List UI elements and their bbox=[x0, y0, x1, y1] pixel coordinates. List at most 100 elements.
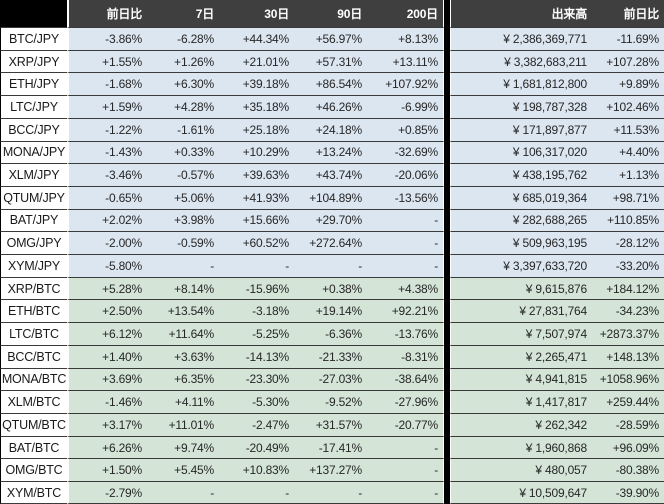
cell-200d: - bbox=[367, 231, 443, 255]
separator-column bbox=[443, 344, 451, 368]
cell-volume: ¥ 106,317,020 bbox=[451, 140, 592, 164]
cell-30d: - bbox=[219, 254, 294, 277]
cell-7d: -1.61% bbox=[147, 117, 219, 141]
col-header-change-1d: 前日比 bbox=[67, 0, 147, 27]
pair-label: ETH/BTC bbox=[0, 299, 67, 323]
cell-7d: -6.28% bbox=[147, 27, 219, 50]
table-row: MONA/JPY -1.43% +0.33% +10.29% +13.24% -32.69… bbox=[0, 140, 664, 164]
table-row: LTC/JPY +1.59% +4.28% +35.18% +46.26% -6.99% ¥… bbox=[0, 95, 664, 118]
cell-7d: +0.33% bbox=[147, 140, 219, 164]
separator-column bbox=[443, 481, 451, 504]
cell-volume: ¥ 2,265,471 bbox=[451, 344, 592, 368]
cell-200d: -32.69% bbox=[367, 140, 443, 164]
cell-7d: +11.64% bbox=[147, 322, 219, 345]
cell-7d: - bbox=[147, 481, 219, 504]
cell-30d: +10.83% bbox=[219, 458, 294, 482]
cell-90d: +29.70% bbox=[294, 208, 367, 232]
table-body: BTC/JPY -3.86% -6.28% +44.34% +56.97% +8.13% ¥… bbox=[0, 27, 664, 504]
cell-volume-change-1d: +9.89% bbox=[592, 72, 664, 96]
cell-change-1d: +1.40% bbox=[67, 344, 147, 368]
cell-90d: -9.52% bbox=[294, 390, 367, 413]
cell-volume-change-1d: -28.12% bbox=[592, 231, 664, 255]
cell-200d: - bbox=[367, 254, 443, 277]
cell-7d: +1.26% bbox=[147, 49, 219, 73]
cell-200d: -20.77% bbox=[367, 412, 443, 436]
cell-change-1d: -1.22% bbox=[67, 117, 147, 141]
table-row: BCC/BTC +1.40% +3.63% -14.13% -21.33% -8.31% ¥… bbox=[0, 344, 664, 368]
separator-column bbox=[443, 412, 451, 436]
separator-column bbox=[443, 390, 451, 413]
cell-200d: +13.11% bbox=[367, 49, 443, 73]
cell-volume-change-1d: +1.13% bbox=[592, 163, 664, 186]
pair-label: BCC/BTC bbox=[0, 344, 67, 368]
pair-label: QTUM/BTC bbox=[0, 412, 67, 436]
cell-30d: - bbox=[219, 481, 294, 504]
cell-30d: -3.18% bbox=[219, 299, 294, 323]
separator-column bbox=[443, 49, 451, 73]
cell-90d: -17.41% bbox=[294, 435, 367, 459]
cell-7d: - bbox=[147, 254, 219, 277]
separator-column bbox=[443, 458, 451, 482]
table-row: QTUM/BTC +3.17% +11.01% -2.47% +31.57% -20.77… bbox=[0, 412, 664, 436]
cell-volume-change-1d: +107.28% bbox=[592, 49, 664, 73]
cell-7d: -0.59% bbox=[147, 231, 219, 255]
cell-volume-change-1d: +96.09% bbox=[592, 435, 664, 459]
separator-column bbox=[443, 435, 451, 459]
cell-volume-change-1d: +259.44% bbox=[592, 390, 664, 413]
pair-label: XLM/JPY bbox=[0, 163, 67, 186]
table-row: XLM/JPY -3.46% -0.57% +39.63% +43.74% -20.06%… bbox=[0, 163, 664, 186]
cell-30d: +60.52% bbox=[219, 231, 294, 255]
cell-7d: -0.57% bbox=[147, 163, 219, 186]
cell-change-1d: -2.00% bbox=[67, 231, 147, 255]
cell-90d: +46.26% bbox=[294, 95, 367, 118]
pair-label: OMG/BTC bbox=[0, 458, 67, 482]
cell-volume-change-1d: +110.85% bbox=[592, 208, 664, 232]
col-header-90d: 90日 bbox=[294, 0, 367, 27]
col-header-volume: 出来高 bbox=[451, 0, 592, 27]
cell-volume-change-1d: -80.38% bbox=[592, 458, 664, 482]
cell-30d: +41.93% bbox=[219, 185, 294, 209]
cell-30d: +10.29% bbox=[219, 140, 294, 164]
table-row: ETH/JPY -1.68% +6.30% +39.18% +86.54% +107.92… bbox=[0, 72, 664, 96]
table-row: XRP/BTC +5.28% +8.14% -15.96% +0.38% +4.38% ¥ … bbox=[0, 276, 664, 300]
separator-column bbox=[443, 27, 451, 50]
table-row: XRP/JPY +1.55% +1.26% +21.01% +57.31% +13.11%… bbox=[0, 49, 664, 73]
cell-90d: -21.33% bbox=[294, 344, 367, 368]
cell-volume: ¥ 9,615,876 bbox=[451, 276, 592, 300]
cell-200d: -27.96% bbox=[367, 390, 443, 413]
cell-90d: -27.03% bbox=[294, 367, 367, 391]
cell-30d: -23.30% bbox=[219, 367, 294, 391]
cell-7d: +4.11% bbox=[147, 390, 219, 413]
cell-200d: +0.85% bbox=[367, 117, 443, 141]
cell-7d: +11.01% bbox=[147, 412, 219, 436]
cell-7d: +6.30% bbox=[147, 72, 219, 96]
cell-change-1d: +6.26% bbox=[67, 435, 147, 459]
col-header-volume-change-1d: 前日比 bbox=[592, 0, 664, 27]
separator-column-header bbox=[443, 0, 451, 27]
cell-200d: -20.06% bbox=[367, 163, 443, 186]
pair-label: XYM/BTC bbox=[0, 481, 67, 504]
cell-90d: -6.36% bbox=[294, 322, 367, 345]
header-row: 前日比 7日 30日 90日 200日 出来高 前日比 bbox=[0, 0, 664, 27]
table-row: OMG/JPY -2.00% -0.59% +60.52% +272.64% - ¥ 509… bbox=[0, 231, 664, 255]
cell-volume: ¥ 2,386,369,771 bbox=[451, 27, 592, 50]
pair-column-header bbox=[0, 0, 67, 27]
cell-change-1d: -1.46% bbox=[67, 390, 147, 413]
cell-volume-change-1d: +11.53% bbox=[592, 117, 664, 141]
cell-30d: -5.25% bbox=[219, 322, 294, 345]
separator-column bbox=[443, 140, 451, 164]
cell-change-1d: -1.43% bbox=[67, 140, 147, 164]
separator-column bbox=[443, 276, 451, 300]
cell-90d: +0.38% bbox=[294, 276, 367, 300]
cell-change-1d: +1.50% bbox=[67, 458, 147, 482]
separator-column bbox=[443, 72, 451, 96]
cell-7d: +5.45% bbox=[147, 458, 219, 482]
cell-volume-change-1d: +1058.96% bbox=[592, 367, 664, 391]
cell-volume: ¥ 10,509,647 bbox=[451, 481, 592, 504]
pair-label: XRP/BTC bbox=[0, 276, 67, 300]
table-row: BCC/JPY -1.22% -1.61% +25.18% +24.18% +0.85% ¥… bbox=[0, 117, 664, 141]
cell-change-1d: +1.55% bbox=[67, 49, 147, 73]
cell-volume: ¥ 198,787,328 bbox=[451, 95, 592, 118]
table-row: QTUM/JPY -0.65% +5.06% +41.93% +104.89% -13.5… bbox=[0, 185, 664, 209]
table-row: BAT/JPY +2.02% +3.98% +15.66% +29.70% - ¥ 282,… bbox=[0, 208, 664, 232]
